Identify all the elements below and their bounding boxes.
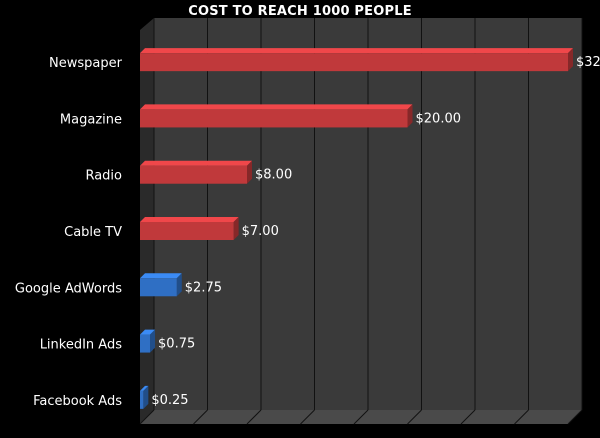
value-label: $2.75	[185, 280, 222, 295]
bar-top	[140, 273, 182, 279]
category-label: LinkedIn Ads	[40, 338, 123, 353]
bar	[140, 390, 144, 409]
bar-top	[140, 48, 573, 54]
bar-end	[150, 329, 156, 353]
category-label: Newspaper	[49, 56, 123, 71]
bar-top	[140, 160, 252, 166]
category-label: Radio	[85, 169, 122, 184]
gridline	[139, 409, 155, 425]
bar	[140, 334, 151, 353]
value-label: $20.00	[416, 111, 462, 126]
value-label: $0.25	[151, 393, 188, 408]
bar-end	[176, 273, 182, 297]
value-label: $8.00	[255, 168, 292, 183]
category-label: Magazine	[60, 112, 122, 127]
bar-top	[140, 217, 239, 222]
bar-end	[143, 385, 149, 409]
bar-end	[247, 160, 252, 184]
value-label: $32.00	[576, 55, 600, 70]
bar	[140, 278, 177, 297]
value-label: $0.75	[158, 337, 195, 352]
gridline	[567, 409, 583, 425]
gridline	[407, 409, 422, 425]
value-label: $7.00	[242, 224, 279, 239]
gridline	[514, 409, 529, 425]
bar	[140, 109, 408, 128]
bar-top	[140, 385, 149, 391]
bar	[140, 165, 247, 184]
gridline	[300, 409, 315, 425]
gridline	[460, 409, 476, 425]
bar-end	[568, 48, 573, 72]
bar-top	[140, 329, 156, 335]
bar-end	[233, 217, 239, 240]
gridline	[193, 409, 208, 425]
gridline	[246, 409, 262, 425]
category-label: Cable TV	[64, 225, 122, 240]
bar-top	[140, 104, 413, 110]
bar	[140, 53, 568, 72]
gridline	[353, 409, 369, 425]
bar	[140, 222, 234, 240]
bar-end	[407, 104, 413, 128]
chart-title: COST TO REACH 1000 PEOPLE	[188, 4, 412, 19]
category-label: Facebook Ads	[33, 394, 122, 409]
category-label: Google AdWords	[15, 281, 122, 296]
